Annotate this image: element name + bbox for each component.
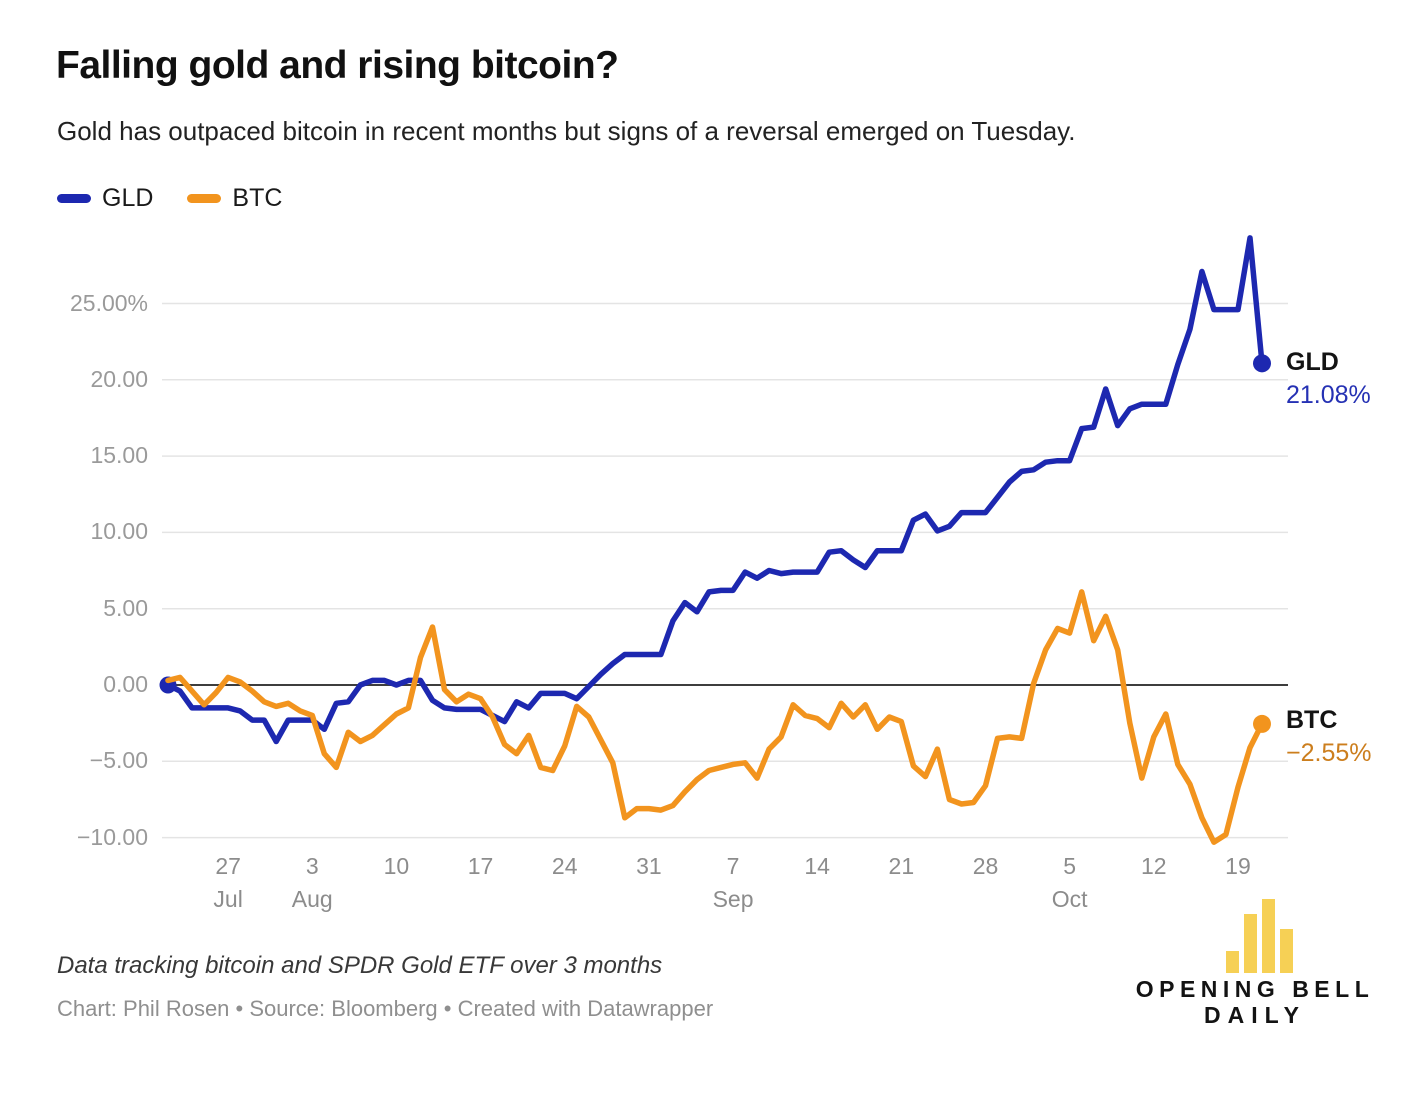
gld-line-swatch-icon (57, 194, 91, 203)
gld-end-label-value: 21.08% (1286, 381, 1371, 409)
x-axis-month-label: Jul (213, 886, 243, 912)
logo-text-line1: OPENING BELL (1135, 976, 1375, 1002)
x-axis-day-label: 14 (804, 853, 830, 879)
y-axis-label: −5.00 (89, 747, 148, 774)
btc-end-label-value: −2.55% (1286, 739, 1372, 767)
legend-label-btc: BTC (232, 184, 283, 212)
logo-bar (1262, 899, 1275, 973)
y-axis-label: 20.00 (90, 365, 148, 392)
chart-subtitle: Gold has outpaced bitcoin in recent mont… (57, 116, 1076, 146)
btc-end-label-name: BTC (1286, 706, 1338, 734)
btc-line-swatch-icon (187, 194, 222, 203)
gld-end-label: GLD 21.08% (1286, 346, 1371, 412)
x-axis-day-label: 17 (467, 853, 494, 879)
x-axis-day-label: 19 (1225, 853, 1251, 879)
logo-bar (1280, 929, 1293, 973)
page-title: Falling gold and rising bitcoin? (56, 44, 619, 87)
gld-end-dot (1253, 354, 1271, 373)
y-axis-label: 5.00 (103, 594, 148, 621)
y-axis-label: −10.00 (77, 823, 148, 850)
logo-text-line2: DAILY (1204, 1002, 1306, 1028)
x-axis-day-label: 27 (215, 853, 241, 879)
btc-end-label: BTC −2.55% (1286, 704, 1372, 770)
footer-credit: Chart: Phil Rosen • Source: Bloomberg • … (57, 996, 714, 1021)
x-axis-day-label: 5 (1063, 853, 1077, 879)
y-axis-label: 15.00 (90, 442, 148, 469)
x-axis-month-label: Oct (1051, 886, 1088, 912)
legend-item-gld: GLD (57, 184, 153, 213)
x-axis-day-label: 31 (636, 853, 662, 879)
x-axis-month-label: Sep (712, 886, 754, 912)
logo-bars-icon (1226, 899, 1293, 973)
logo-bar (1226, 951, 1239, 973)
legend-label-gld: GLD (102, 184, 154, 212)
x-axis-day-label: 24 (551, 853, 578, 879)
btc-end-dot (1253, 714, 1271, 733)
x-axis-day-label: 3 (305, 853, 319, 879)
legend: GLD BTC (57, 184, 316, 213)
legend-item-btc: BTC (187, 184, 282, 213)
x-axis-day-label: 10 (383, 853, 410, 879)
btc-line (165, 589, 1265, 845)
footer-note: Data tracking bitcoin and SPDR Gold ETF … (57, 952, 663, 979)
x-axis-day-label: 7 (726, 853, 740, 879)
y-axis-label: 25.00% (69, 289, 148, 316)
x-axis-month-label: Aug (291, 886, 333, 912)
y-axis-label: 10.00 (90, 518, 148, 545)
gld-line (165, 235, 1265, 745)
y-axis-label: 0.00 (103, 671, 148, 697)
gld-end-label-name: GLD (1286, 348, 1339, 376)
x-axis-day-label: 28 (972, 853, 999, 879)
logo-bar (1244, 914, 1257, 973)
x-axis-day-label: 21 (888, 853, 915, 879)
x-axis-day-label: 12 (1141, 853, 1167, 879)
